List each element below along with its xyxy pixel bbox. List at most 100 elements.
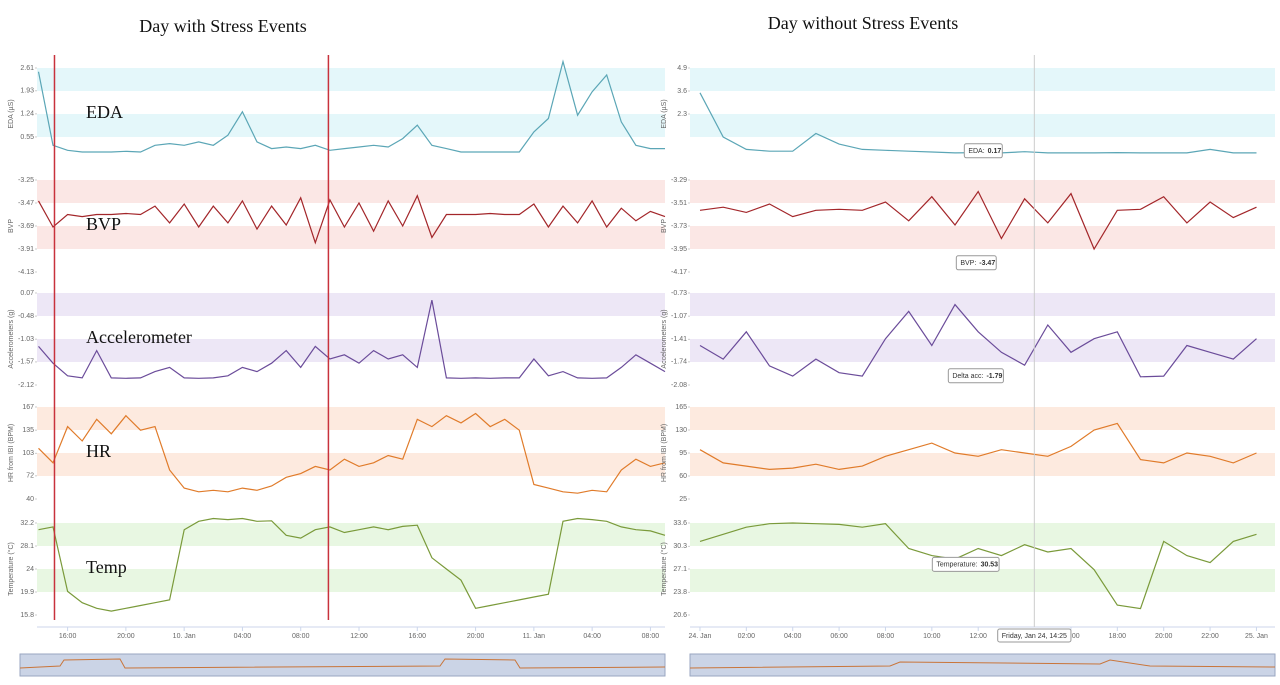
y-tick-label: 1.24 (20, 111, 34, 118)
y-tick-label: 1.93 (20, 88, 34, 95)
band (37, 476, 665, 499)
band (37, 293, 665, 316)
x-tick-label: 18:00 (1109, 633, 1127, 640)
tooltip-text: EDA: 0.17 (968, 148, 1001, 155)
y-tick-label: -3.73 (671, 223, 687, 230)
y-axis-title: Accelerometers (g) (8, 309, 15, 368)
x-tick-label: 24. Jan (688, 633, 711, 640)
band (37, 339, 665, 362)
y-tick-label: -0.73 (671, 290, 687, 297)
x-tick-label: 08:00 (292, 633, 310, 640)
y-tick-label: 25 (679, 496, 687, 503)
band (37, 362, 665, 385)
panel-title: Day without Stress Events (768, 13, 959, 33)
tooltip-box (931, 556, 1000, 572)
y-tick-label: 32.2 (20, 520, 34, 527)
x-tick-label: 16:00 (409, 633, 427, 640)
y-tick-label: -3.95 (671, 246, 687, 253)
x-tick-label: 10. Jan (173, 633, 196, 640)
band (37, 114, 665, 137)
tooltip-name: Delta acc: (952, 373, 983, 380)
y-tick-label: -4.17 (671, 269, 687, 276)
band (690, 180, 1275, 203)
band (37, 453, 665, 476)
band (690, 476, 1275, 499)
y-tick-label: 23.8 (673, 589, 687, 596)
y-tick-label: 60 (679, 473, 687, 480)
band (690, 203, 1275, 226)
navigator-line (689, 659, 1276, 669)
band (690, 453, 1275, 476)
x-tick-label: 04:00 (784, 633, 802, 640)
y-tick-label: 40 (26, 496, 34, 503)
x-tick-label: 10:00 (923, 633, 941, 640)
y-axis-title: BVP (661, 219, 668, 233)
x-tick-label: 04:00 (583, 633, 601, 640)
y-tick-label: 28.1 (20, 543, 34, 550)
y-tick-label: -1.07 (671, 313, 687, 320)
signal-label: BVP (86, 214, 121, 234)
tooltip-value: -1.79 (986, 373, 1002, 380)
y-tick-label: 72 (26, 473, 34, 480)
band (690, 407, 1275, 430)
signal-label: Temp (86, 557, 127, 577)
y-tick-label: -3.51 (671, 200, 687, 207)
tooltip: Temperature: 30.53 (931, 556, 1000, 572)
band (37, 180, 665, 203)
y-axis-title: HR from IBI (BPM) (661, 424, 668, 482)
panel-title: Day with Stress Events (139, 16, 306, 36)
signal-line (38, 412, 666, 494)
tooltip-value: -3.47 (979, 260, 995, 267)
x-tick-label: 02:00 (738, 633, 756, 640)
tooltip-name: BVP: (960, 260, 976, 267)
y-tick-label: 2.61 (20, 65, 34, 72)
signal-label: Accelerometer (86, 327, 192, 347)
tooltip-box (963, 143, 1003, 159)
band (37, 592, 665, 615)
tooltip: EDA: 0.17 (963, 143, 1003, 159)
signal-line (699, 190, 1257, 251)
y-tick-label: 165 (675, 404, 687, 411)
y-axis-title: Accelerometers (g) (661, 309, 668, 368)
signal-line (699, 303, 1257, 378)
y-tick-label: -1.57 (18, 359, 34, 366)
y-tick-label: 19.9 (20, 589, 34, 596)
band (37, 68, 665, 91)
band (37, 316, 665, 339)
y-tick-label: -1.03 (18, 336, 34, 343)
crosshair-label: Friday, Jan 24, 14:25 (1002, 633, 1067, 640)
x-tick-label: 06:00 (830, 633, 848, 640)
x-tick-label: 25. Jan (1245, 633, 1268, 640)
x-tick-label: 11. Jan (523, 633, 546, 640)
signal-line (699, 422, 1257, 471)
y-tick-label: -2.08 (671, 382, 687, 389)
y-tick-label: 95 (679, 450, 687, 457)
y-tick-label: -0.48 (18, 313, 34, 320)
y-tick-label: -3.69 (18, 223, 34, 230)
y-tick-label: 4.9 (677, 65, 687, 72)
x-tick-label: 12:00 (350, 633, 368, 640)
x-tick-label: 16:00 (59, 633, 77, 640)
x-tick-label: 08:00 (642, 633, 660, 640)
tooltip-text: Delta acc: -1.79 (952, 373, 1002, 380)
y-tick-label: 135 (22, 427, 34, 434)
tooltip-box (947, 368, 1004, 384)
x-tick-label: 20:00 (467, 633, 485, 640)
signal-line (699, 522, 1257, 610)
tooltip-name: Temperature: (936, 561, 977, 568)
band (37, 430, 665, 453)
tooltip: BVP: -3.47 (955, 255, 997, 271)
y-tick-label: 130 (675, 427, 687, 434)
band (690, 316, 1275, 339)
y-tick-label: -3.25 (18, 177, 34, 184)
y-axis-title: HR from IBI (BPM) (8, 424, 15, 482)
y-tick-label: 20.6 (673, 612, 687, 619)
y-tick-label: 24 (26, 566, 34, 573)
tooltip-name: EDA: (968, 148, 984, 155)
band (37, 226, 665, 249)
y-tick-label: 0.55 (20, 134, 34, 141)
band (690, 91, 1275, 114)
y-tick-label: -2.12 (18, 382, 34, 389)
y-tick-label: 3.6 (677, 88, 687, 95)
y-axis-title: Temperature (°C) (660, 542, 668, 596)
